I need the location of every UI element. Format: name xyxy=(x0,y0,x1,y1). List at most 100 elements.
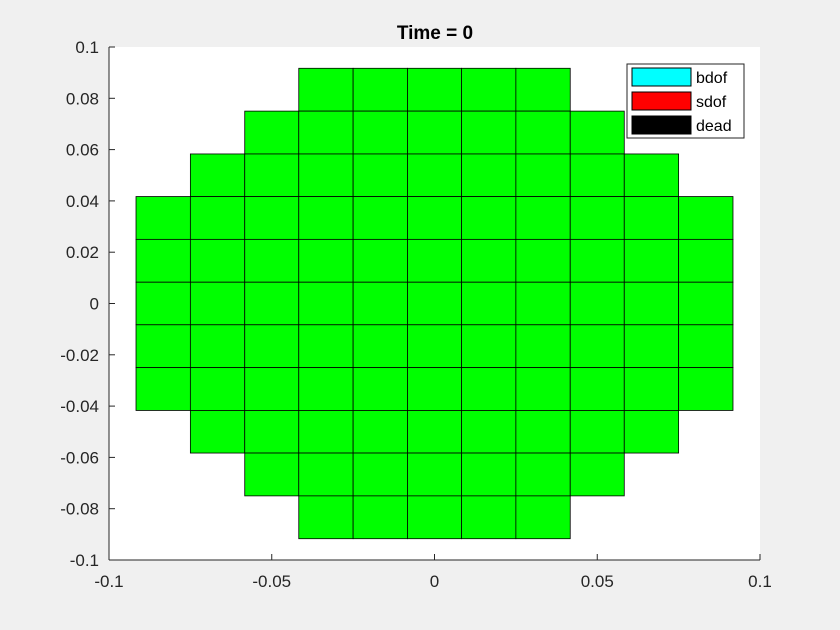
mesh-cell xyxy=(135,367,191,411)
mesh-cell xyxy=(623,153,680,197)
y-tick-label: 0.02 xyxy=(66,243,99,262)
mesh-cell xyxy=(515,110,571,155)
mesh-cell xyxy=(515,495,571,540)
mesh-cell xyxy=(461,110,517,155)
legend[interactable]: bdof sdof dead xyxy=(626,63,745,139)
mesh-cell xyxy=(135,196,191,240)
mesh-cell xyxy=(407,410,462,454)
mesh-cell xyxy=(678,324,734,369)
mesh-cell xyxy=(244,281,300,326)
mesh-cell xyxy=(623,238,680,283)
mesh-cell xyxy=(298,110,354,155)
mesh-cell xyxy=(352,110,408,155)
mesh-cell xyxy=(298,67,354,112)
mesh-cell xyxy=(298,196,354,240)
mesh-cell xyxy=(352,67,408,112)
mesh-cell xyxy=(407,367,462,411)
mesh-cell xyxy=(407,324,462,369)
x-tick-label: 0.1 xyxy=(748,572,772,591)
mesh-cell xyxy=(407,238,462,283)
mesh-cell xyxy=(678,281,734,326)
mesh-cell xyxy=(189,324,246,369)
mesh-cell xyxy=(135,281,191,326)
mesh-cell xyxy=(461,452,517,497)
mesh-cell xyxy=(461,410,517,454)
y-tick-label: 0 xyxy=(90,295,99,314)
mesh-cell xyxy=(298,495,354,540)
y-tick-label: -0.02 xyxy=(60,346,99,365)
mesh-cell xyxy=(189,367,246,411)
mesh-cell xyxy=(515,324,571,369)
mesh-cell xyxy=(407,153,462,197)
mesh-cells xyxy=(135,67,734,540)
y-tick-label: 0.1 xyxy=(75,38,99,57)
y-tick-label: 0.04 xyxy=(66,192,99,211)
mesh-cell xyxy=(189,196,246,240)
mesh-cell xyxy=(461,67,517,112)
mesh-cell xyxy=(407,281,462,326)
mesh-cell xyxy=(352,410,408,454)
mesh-cell xyxy=(298,153,354,197)
mesh-cell xyxy=(244,238,300,283)
mesh-cell xyxy=(515,67,571,112)
mesh-cell xyxy=(569,324,625,369)
mesh-cell xyxy=(623,410,680,454)
mesh-cell xyxy=(623,324,680,369)
x-tick-label: 0.05 xyxy=(581,572,614,591)
mesh-cell xyxy=(352,452,408,497)
mesh-cell xyxy=(461,324,517,369)
y-tick-label: -0.1 xyxy=(70,551,99,570)
y-axis-ticks: 0.1 0.08 0.06 0.04 0.02 0 -0.02 -0.04 -0.06 -0.08… xyxy=(60,38,115,570)
mesh-cell xyxy=(244,367,300,411)
mesh-cell xyxy=(569,452,625,497)
mesh-cell xyxy=(515,452,571,497)
chart-title: Time = 0 xyxy=(397,23,473,44)
mesh-cell xyxy=(352,495,408,540)
mesh-cell xyxy=(407,110,462,155)
mesh-cell xyxy=(298,410,354,454)
mesh-cell xyxy=(298,324,354,369)
mesh-cell xyxy=(461,367,517,411)
mesh-cell xyxy=(407,196,462,240)
mesh-cell xyxy=(678,367,734,411)
mesh-cell xyxy=(352,281,408,326)
mesh-cell xyxy=(298,281,354,326)
mesh-cell xyxy=(569,153,625,197)
y-tick-label: 0.08 xyxy=(66,89,99,108)
legend-swatch-sdof[interactable] xyxy=(631,91,692,111)
y-tick-label: -0.04 xyxy=(60,397,99,416)
mesh-cell xyxy=(244,110,300,155)
mesh-cell xyxy=(569,281,625,326)
mesh-cell xyxy=(407,495,462,540)
legend-label-sdof: sdof xyxy=(696,94,727,111)
mesh-cell xyxy=(298,367,354,411)
mesh-cell xyxy=(352,238,408,283)
mesh-cell xyxy=(244,153,300,197)
mesh-cell xyxy=(352,153,408,197)
mesh-cell xyxy=(244,452,300,497)
legend-label-dead: dead xyxy=(696,118,732,135)
x-tick-label: -0.05 xyxy=(252,572,291,591)
y-tick-label: 0.06 xyxy=(66,141,99,160)
mesh-cell xyxy=(461,153,517,197)
y-tick-label: -0.06 xyxy=(60,448,99,467)
mesh-cell xyxy=(135,324,191,369)
mesh-cell xyxy=(461,495,517,540)
legend-swatch-dead[interactable] xyxy=(631,115,692,135)
mesh-cell xyxy=(352,367,408,411)
mesh-cell xyxy=(189,238,246,283)
mesh-cell xyxy=(515,196,571,240)
mesh-cell xyxy=(461,281,517,326)
mesh-cell xyxy=(623,367,680,411)
mesh-cell xyxy=(244,196,300,240)
x-tick-label: 0 xyxy=(430,572,439,591)
legend-swatch-bdof[interactable] xyxy=(631,67,692,87)
mesh-cell xyxy=(135,238,191,283)
mesh-cell xyxy=(569,110,625,155)
y-tick-label: -0.08 xyxy=(60,500,99,519)
mesh-cell xyxy=(189,281,246,326)
mesh-cell xyxy=(298,238,354,283)
mesh-cell xyxy=(569,410,625,454)
mesh-cell xyxy=(569,196,625,240)
mesh-cell xyxy=(623,196,680,240)
